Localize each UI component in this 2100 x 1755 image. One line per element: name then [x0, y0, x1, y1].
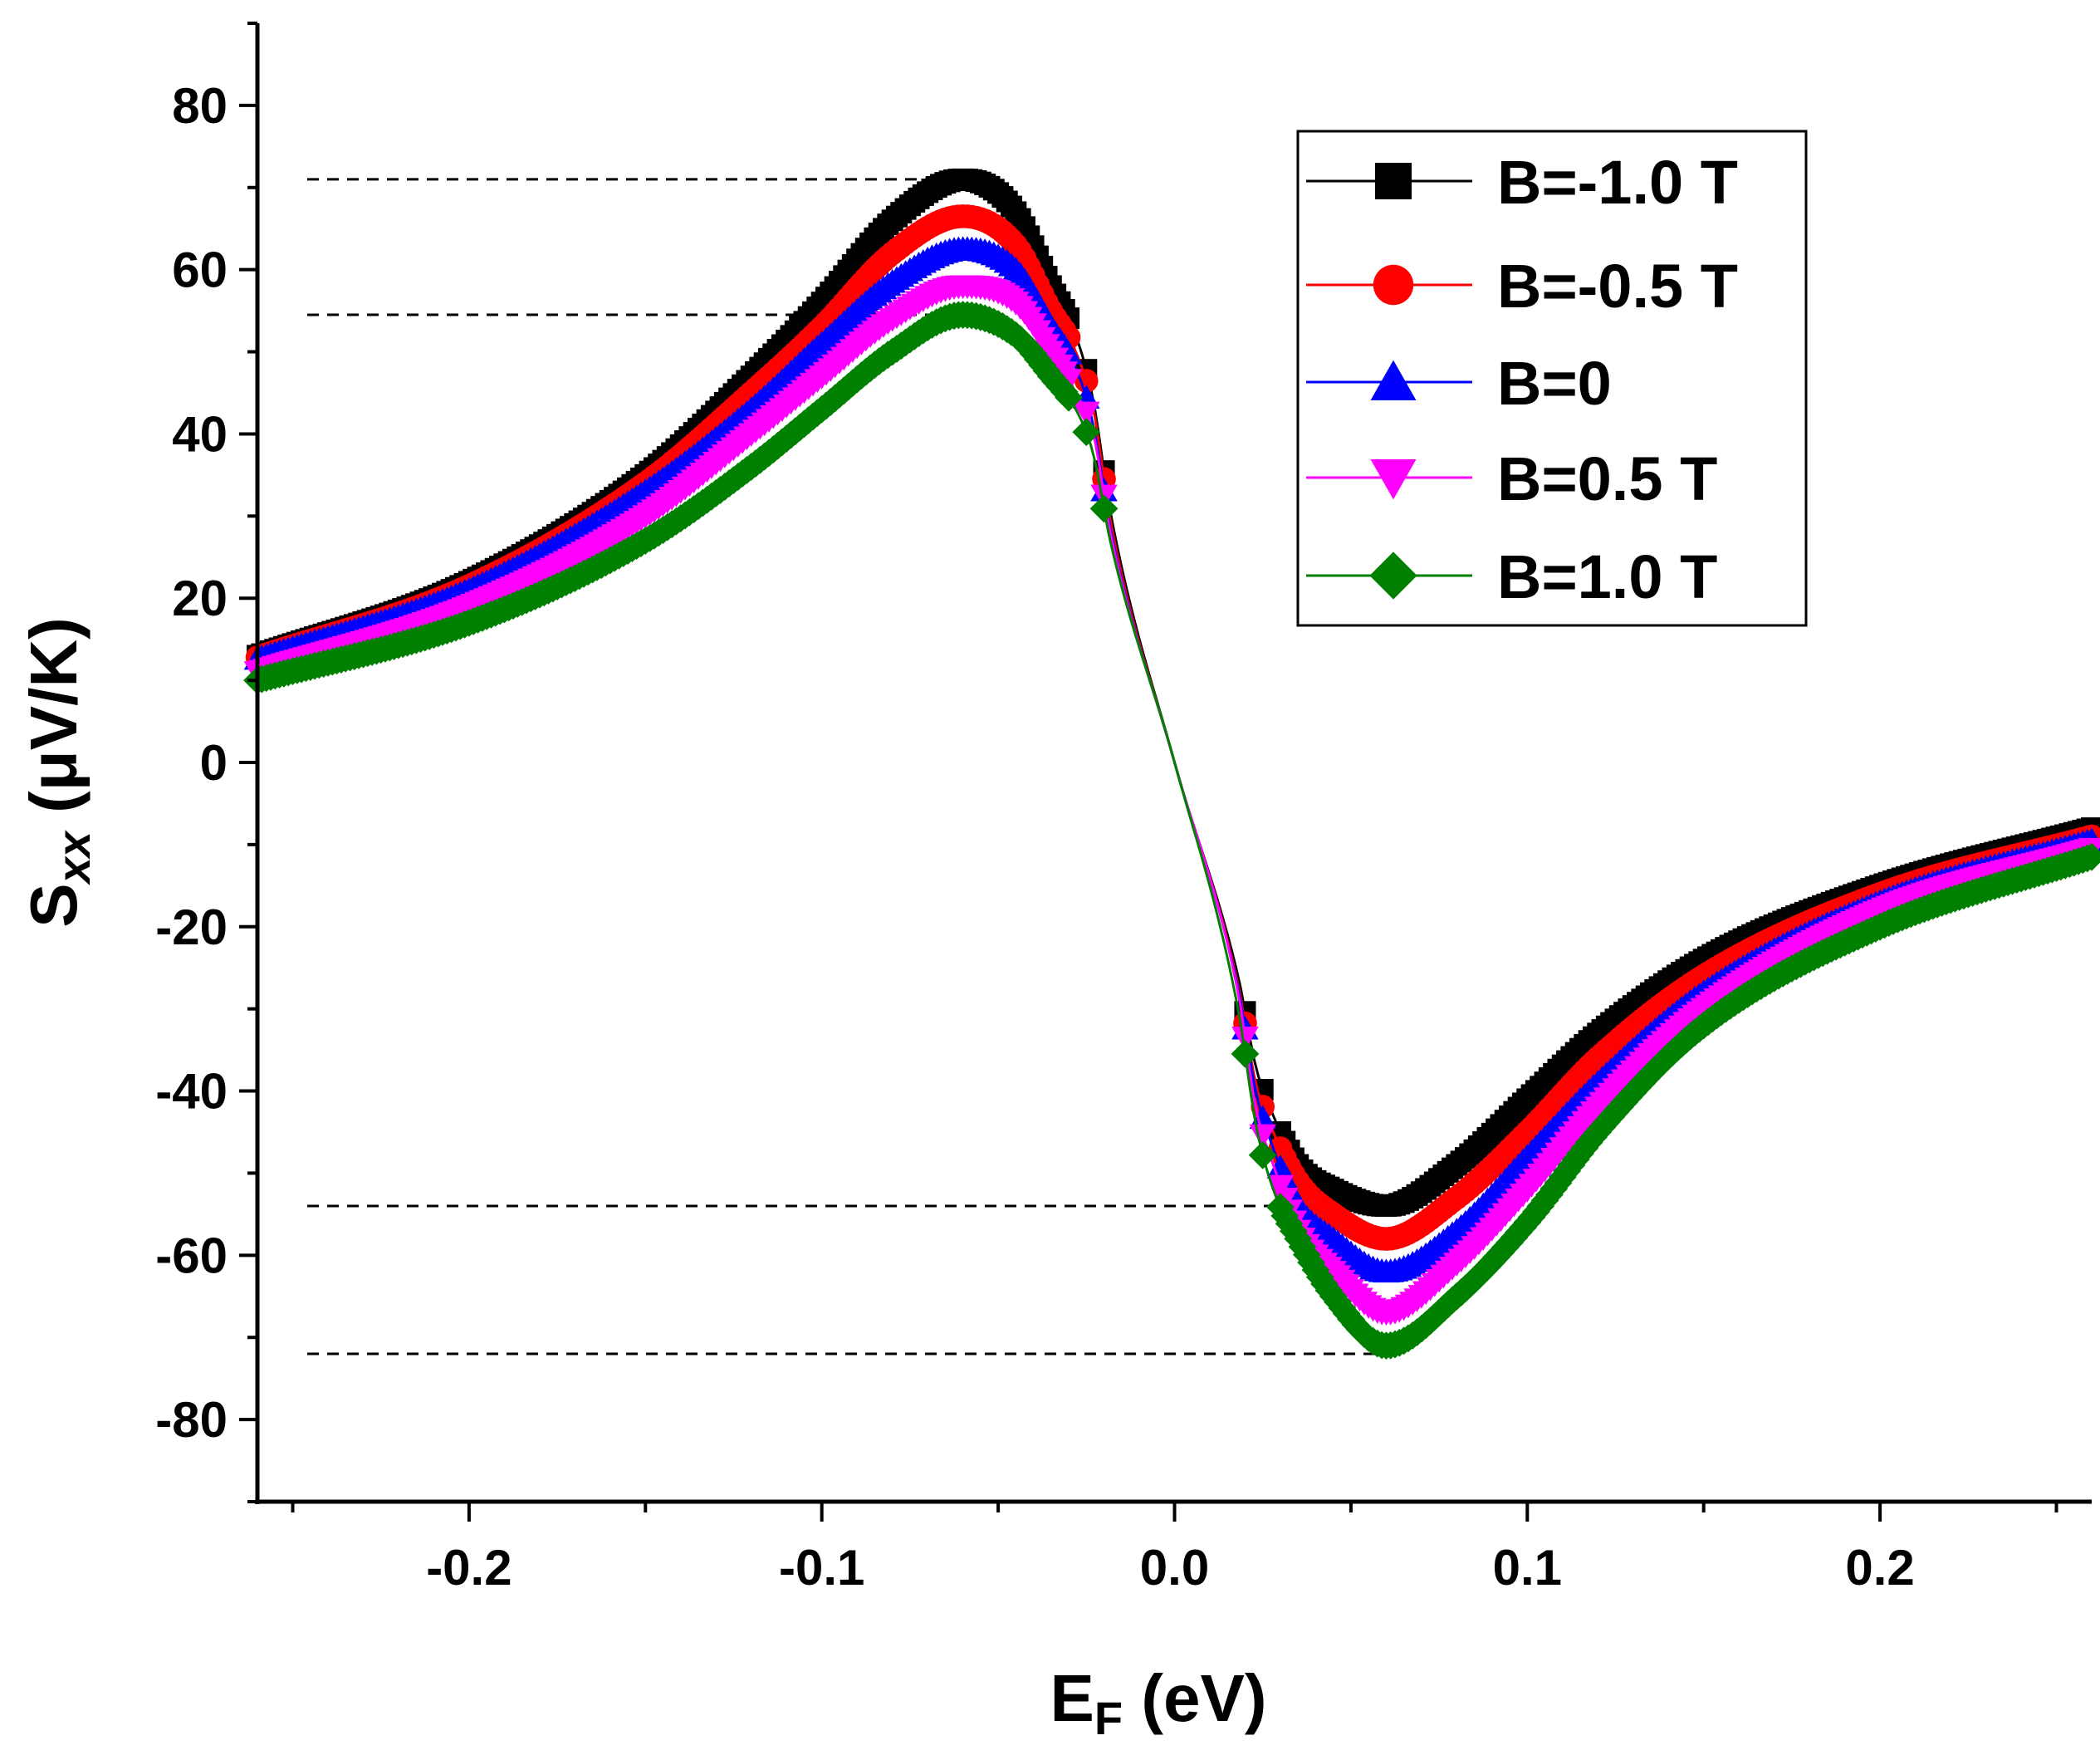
legend-marker	[1373, 264, 1414, 306]
x-axis-title: EF (eV)	[1050, 1661, 1267, 1744]
series-3	[243, 236, 2100, 1283]
data-point	[1266, 1174, 1295, 1199]
legend-entry-1: B=-1.0 T	[1306, 148, 1738, 217]
series-markers-2	[245, 204, 2100, 1251]
legend-marker	[1370, 360, 1417, 400]
series-5	[243, 301, 2100, 1360]
series-markers-5	[243, 301, 2100, 1360]
legend-entry-2: B=-0.5 T	[1306, 252, 1738, 321]
data-point	[1231, 1039, 1260, 1068]
legend-box	[1296, 130, 1808, 627]
data-point	[1248, 1140, 1277, 1169]
y-axis-title: Sxx (μV/K)	[17, 617, 100, 927]
data-point	[1231, 1027, 1259, 1051]
series-markers-3	[243, 236, 2100, 1283]
x-tick-label: -0.2	[426, 1540, 512, 1596]
data-point	[2078, 842, 2100, 871]
data-point	[1055, 383, 1083, 412]
x-tick-label: -0.1	[779, 1540, 864, 1596]
series-line-5	[257, 313, 2093, 1347]
legend: B=-1.0 T B=-0.5 T B=0 B=0.5 T B=1.0 T	[1296, 130, 1808, 627]
legend-entry-4: B=0.5 T	[1306, 444, 1717, 513]
y-tick-label: -60	[155, 1228, 228, 1283]
y-tick-label: -80	[155, 1392, 228, 1448]
series-markers-4	[243, 275, 2100, 1326]
legend-label: B=0	[1497, 349, 1612, 418]
data-point	[1072, 418, 1101, 447]
series-2	[245, 204, 2100, 1251]
y-tick-label: 40	[172, 406, 228, 462]
data-point	[1073, 401, 1100, 426]
x-tick-label: 0.2	[1845, 1540, 1914, 1596]
tick-labels: 80 60 40 20 0 -20 -40 -60 -80 -0.2 -0.1 0.0 0.1 0.2	[155, 78, 1915, 1596]
data-point	[1074, 369, 1099, 393]
y-tick-label: 80	[172, 78, 228, 134]
series-4	[243, 275, 2100, 1326]
legend-marker	[1375, 163, 1412, 199]
series-line-2	[257, 214, 2093, 1241]
legend-label: B=1.0 T	[1497, 542, 1717, 611]
y-tick-label: 0	[200, 735, 228, 791]
legend-marker	[1369, 552, 1417, 600]
series-1	[247, 168, 2100, 1217]
y-tick-label: -40	[155, 1064, 228, 1120]
y-tick-label: -20	[155, 900, 228, 955]
legend-label: B=0.5 T	[1497, 444, 1717, 513]
series-markers-1	[247, 168, 2100, 1217]
series-layer	[243, 168, 2100, 1360]
legend-entry-3: B=0	[1306, 349, 1612, 418]
legend-marker	[1370, 459, 1417, 500]
series-line-4	[257, 284, 2093, 1315]
x-tick-label: 0.0	[1140, 1540, 1209, 1596]
series-line-1	[257, 178, 2093, 1208]
x-tick-label: 0.1	[1493, 1540, 1562, 1596]
legend-label: B=-1.0 T	[1497, 148, 1738, 217]
y-tick-label: 20	[172, 571, 228, 626]
legend-entry-5: B=1.0 T	[1306, 542, 1717, 611]
legend-label: B=-0.5 T	[1497, 252, 1738, 321]
axes	[239, 22, 2092, 1522]
y-tick-label: 60	[172, 243, 228, 298]
data-point	[1089, 494, 1119, 523]
